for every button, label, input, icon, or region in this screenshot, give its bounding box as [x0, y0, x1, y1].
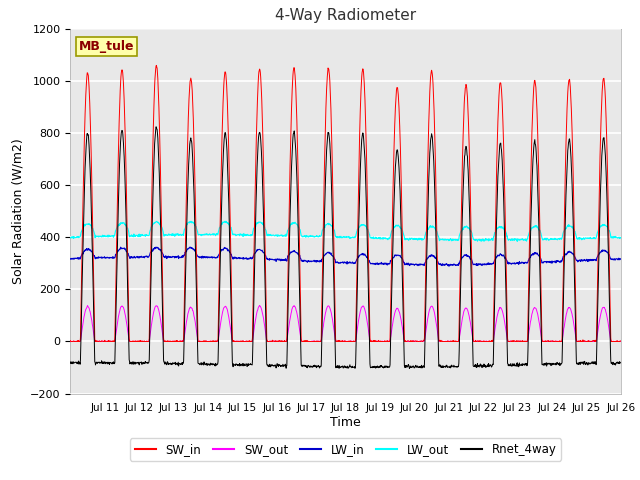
Legend: SW_in, SW_out, LW_in, LW_out, Rnet_4way: SW_in, SW_out, LW_in, LW_out, Rnet_4way [130, 438, 561, 461]
Y-axis label: Solar Radiation (W/m2): Solar Radiation (W/m2) [12, 138, 24, 284]
Text: MB_tule: MB_tule [79, 40, 134, 53]
Title: 4-Way Radiometer: 4-Way Radiometer [275, 9, 416, 24]
X-axis label: Time: Time [330, 416, 361, 429]
